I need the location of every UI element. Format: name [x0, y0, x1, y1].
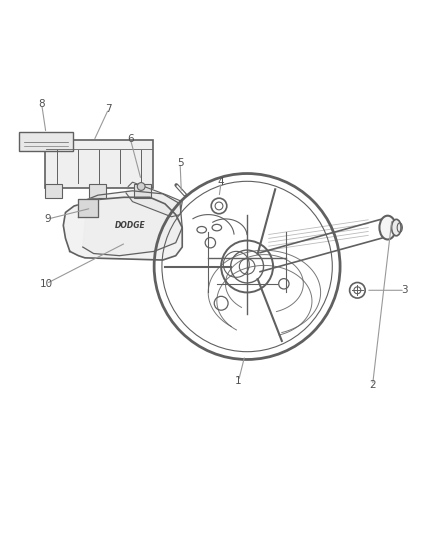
Polygon shape: [126, 182, 182, 217]
Text: 8: 8: [39, 99, 45, 109]
Ellipse shape: [392, 220, 401, 236]
Text: 10: 10: [39, 279, 53, 289]
Text: 1: 1: [235, 376, 242, 386]
FancyBboxPatch shape: [89, 184, 106, 198]
FancyBboxPatch shape: [45, 184, 62, 198]
Text: 7: 7: [106, 103, 112, 114]
Text: 4: 4: [218, 177, 224, 187]
FancyBboxPatch shape: [19, 132, 73, 151]
Ellipse shape: [379, 216, 396, 239]
Polygon shape: [78, 199, 98, 217]
FancyBboxPatch shape: [45, 140, 153, 188]
Text: 6: 6: [127, 134, 134, 144]
Circle shape: [137, 183, 145, 190]
Text: 2: 2: [369, 381, 376, 390]
Text: 9: 9: [45, 214, 52, 224]
Text: 3: 3: [402, 285, 408, 295]
Polygon shape: [64, 197, 182, 260]
Text: DODGE: DODGE: [115, 221, 146, 230]
FancyBboxPatch shape: [134, 184, 151, 198]
Polygon shape: [83, 191, 182, 256]
Text: 5: 5: [177, 158, 184, 168]
